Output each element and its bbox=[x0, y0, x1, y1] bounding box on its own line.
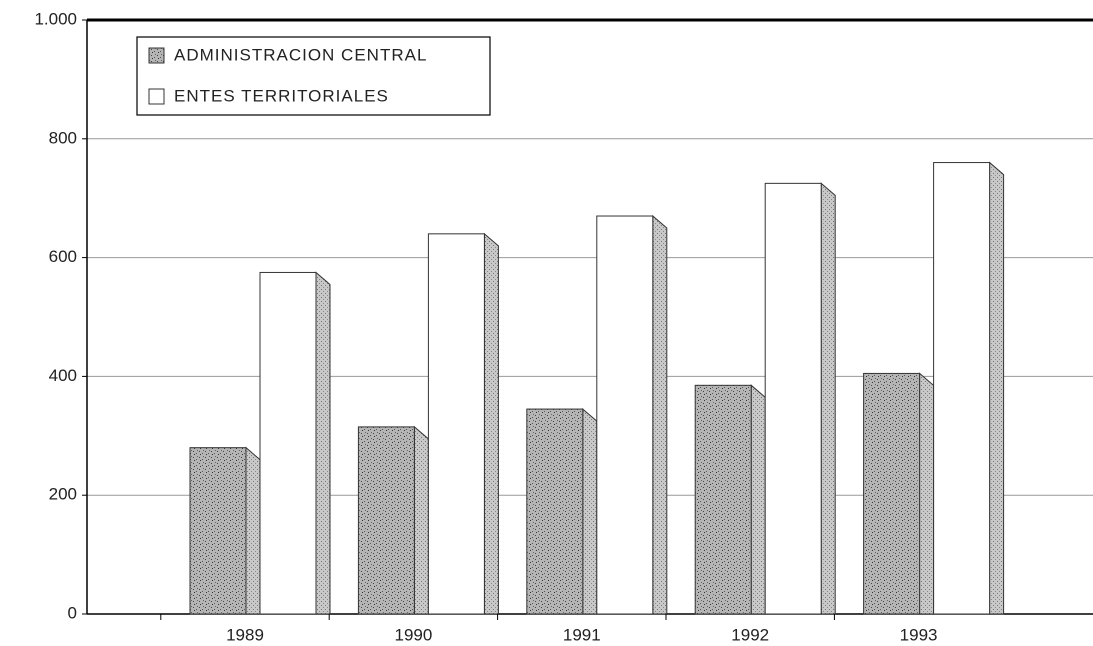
y-tick-label: 0 bbox=[68, 603, 77, 622]
bar bbox=[694, 384, 752, 615]
x-tick-label: 1991 bbox=[563, 625, 601, 644]
bar-side bbox=[315, 271, 331, 615]
y-tick-label: 200 bbox=[49, 485, 77, 504]
bar-side bbox=[652, 214, 668, 615]
bar-side bbox=[750, 384, 766, 615]
bar-side bbox=[483, 232, 499, 615]
x-tick-label: 1990 bbox=[394, 625, 432, 644]
bar bbox=[259, 271, 317, 615]
legend-swatch bbox=[148, 88, 165, 105]
bar bbox=[357, 426, 415, 615]
bar bbox=[764, 182, 822, 615]
legend-label: ADMINISTRACION CENTRAL bbox=[174, 45, 427, 64]
bar-side bbox=[413, 425, 429, 615]
x-tick-label: 1989 bbox=[226, 625, 264, 644]
y-tick-label: 1.000 bbox=[34, 9, 77, 28]
bar bbox=[596, 215, 654, 615]
bar bbox=[933, 162, 991, 615]
y-tick-label: 600 bbox=[49, 247, 77, 266]
legend-label: ENTES TERRITORIALES bbox=[174, 86, 389, 105]
y-tick-label: 400 bbox=[49, 366, 77, 385]
x-tick-label: 1993 bbox=[900, 625, 938, 644]
bar-side bbox=[245, 446, 261, 615]
bar bbox=[526, 408, 584, 615]
bar bbox=[427, 233, 485, 615]
bar bbox=[863, 372, 921, 615]
legend-box bbox=[136, 36, 491, 116]
y-tick-label: 800 bbox=[49, 128, 77, 147]
bar-side bbox=[582, 407, 598, 615]
bar-side bbox=[989, 161, 1005, 615]
bar bbox=[189, 447, 247, 615]
legend-swatch bbox=[148, 47, 165, 64]
bar-side bbox=[919, 372, 935, 615]
bar-side bbox=[820, 182, 836, 615]
x-tick-label: 1992 bbox=[731, 625, 769, 644]
